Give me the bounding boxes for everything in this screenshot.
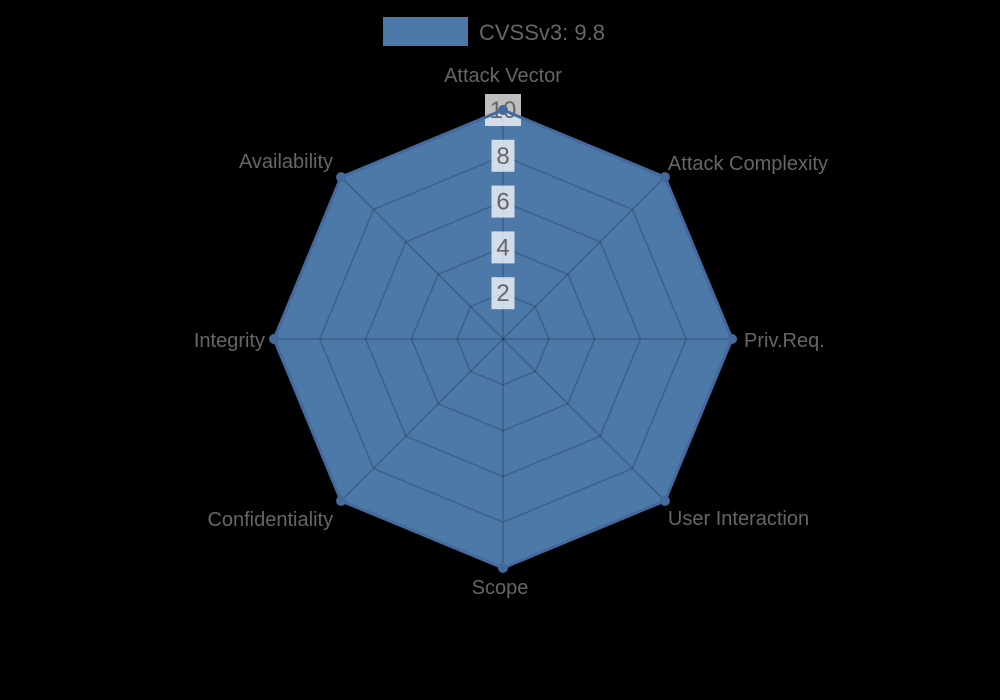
tick-label: 8 — [496, 143, 509, 170]
axis-spoke — [340, 176, 504, 340]
tick-backdrop — [491, 139, 515, 172]
tick-label: 4 — [496, 234, 509, 261]
grid-ring — [410, 246, 596, 432]
data-point[interactable] — [727, 334, 737, 344]
legend-label[interactable]: CVSSv3: 9.8 — [479, 20, 605, 45]
tick-label: 2 — [496, 280, 509, 307]
data-point[interactable] — [498, 105, 508, 115]
data-point[interactable] — [269, 334, 279, 344]
data-polygon — [274, 110, 732, 568]
data-point[interactable] — [659, 495, 670, 506]
tick-backdrop — [491, 277, 515, 310]
legend-swatch[interactable] — [383, 17, 468, 46]
axis-label: Attack Complexity — [668, 153, 828, 175]
axis-label: User Interaction — [668, 508, 809, 530]
tick-backdrop — [491, 185, 515, 218]
data-point[interactable] — [498, 563, 508, 573]
data-point[interactable] — [336, 172, 347, 183]
axis-label: Scope — [472, 577, 529, 599]
axis-spoke — [340, 338, 504, 502]
grid-ring — [364, 200, 642, 478]
axis-spoke — [502, 176, 666, 340]
axis-label: Availability — [239, 151, 333, 173]
axis-label: Confidentiality — [207, 509, 333, 531]
data-point[interactable] — [336, 495, 347, 506]
axis-spoke — [502, 338, 666, 502]
axis-label: Priv.Req. — [744, 330, 825, 352]
grid-ring — [456, 292, 550, 386]
axis-label: Integrity — [194, 330, 265, 352]
data-point[interactable] — [659, 172, 670, 183]
tick-label: 6 — [496, 189, 509, 216]
axis-label: Attack Vector — [444, 65, 562, 87]
grid-ring — [318, 154, 688, 524]
tick-backdrop — [491, 231, 515, 264]
legend[interactable]: CVSSv3: 9.8 — [383, 17, 605, 46]
